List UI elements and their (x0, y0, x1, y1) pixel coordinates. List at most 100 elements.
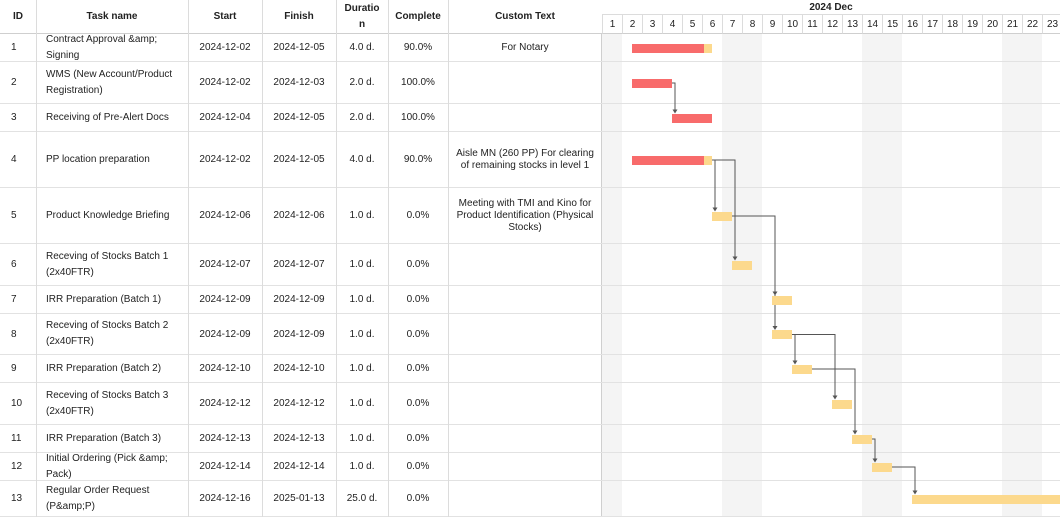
chart-row (602, 188, 1060, 244)
grid-header: ID Task name Start Finish Duratio n Comp… (0, 0, 602, 34)
task-custom-text (448, 453, 602, 480)
task-id: 3 (11, 112, 17, 123)
task-complete: 0.0% (406, 433, 430, 444)
weekend-shade (1022, 34, 1042, 517)
task-start: 2024-12-06 (199, 210, 251, 221)
dependency-arrow (792, 360, 798, 365)
task-bar-3[interactable] (672, 113, 712, 123)
task-custom-text (448, 104, 602, 131)
task-name: Initial Ordering (Pick &amp; Pack) (46, 453, 168, 480)
task-complete: 0.0% (406, 294, 430, 305)
dependency-arrow (732, 256, 738, 261)
table-row[interactable]: 5 Product Knowledge Briefing 2024-12-06 202… (0, 188, 602, 244)
task-start: 2024-12-09 (199, 328, 251, 340)
column-header-complete[interactable]: Complete (395, 11, 441, 22)
dependency-arrow (912, 490, 918, 495)
task-id: 6 (11, 259, 17, 270)
task-bar-6[interactable] (732, 260, 752, 270)
task-finish: 2024-12-05 (273, 154, 325, 165)
task-custom-text: Aisle MN (260 PP) For clearing of remain… (456, 147, 594, 171)
column-header-custom-text[interactable]: Custom Text (495, 11, 555, 22)
table-row[interactable]: 13 Regular Order Request (P&amp;P) 2024-12… (0, 481, 602, 517)
table-row[interactable]: 2 WMS (New Account/Product Registration) 2… (0, 62, 602, 104)
task-finish: 2024-12-14 (273, 461, 325, 472)
task-bar-2[interactable] (632, 78, 672, 88)
task-duration: 1.0 d. (349, 328, 375, 340)
task-bar-10[interactable] (832, 399, 852, 409)
timeline-day-11: 11 (802, 15, 822, 34)
column-header-task-name[interactable]: Task name (86, 11, 138, 22)
timeline-day-19: 19 (962, 15, 982, 34)
table-row[interactable]: 9 IRR Preparation (Batch 2) 2024-12-10 2024… (0, 355, 602, 383)
weekend-shade (722, 34, 742, 517)
dependency-arrow (672, 109, 678, 114)
timeline-day-21: 21 (1002, 15, 1022, 34)
task-bar-remaining (912, 494, 1060, 504)
task-bar-13[interactable] (912, 494, 1060, 504)
table-row[interactable]: 6 Receving of Stocks Batch 1 (2x40FTR) 202… (0, 244, 602, 286)
column-header-id[interactable]: ID (13, 11, 23, 22)
weekend-shade (602, 34, 622, 517)
task-id: 9 (11, 363, 17, 374)
dependency-link-8-9 (792, 334, 796, 364)
task-name: IRR Preparation (Batch 3) (46, 432, 162, 444)
timeline-day-5: 5 (682, 15, 702, 34)
dependency-arrow (832, 395, 838, 400)
timeline-day-4: 4 (662, 15, 682, 34)
dependency-link-4-6 (712, 159, 736, 260)
task-finish: 2025-01-13 (273, 493, 325, 504)
task-id: 8 (11, 328, 17, 340)
gantt-chart: 2024 Dec 1 2 3 4 5 6 7 8 9 10 11 12 13 14 15 16 17 18 19 20… (602, 0, 1060, 517)
task-bar-9[interactable] (792, 364, 812, 374)
task-complete: 0.0% (406, 493, 430, 504)
task-bar-4[interactable] (632, 155, 712, 165)
table-row[interactable]: 12 Initial Ordering (Pick &amp; Pack) 2024… (0, 453, 602, 481)
chart-row (602, 314, 1060, 355)
column-header-start[interactable]: Start (213, 11, 237, 22)
chart-row (602, 355, 1060, 383)
task-name: Receving of Stocks Batch 2 (2x40FTR) (46, 320, 169, 347)
column-header-duration-line1: Duratio (344, 3, 380, 14)
task-complete: 0.0% (406, 328, 430, 340)
table-row[interactable]: 8 Receving of Stocks Batch 2 (2x40FTR) 202… (0, 314, 602, 355)
dependency-link-9-11 (812, 368, 856, 434)
task-duration: 1.0 d. (349, 210, 375, 221)
timeline-day-13: 13 (842, 15, 862, 34)
task-start: 2024-12-16 (199, 493, 251, 504)
task-bar-8[interactable] (772, 330, 792, 339)
task-name: Receving of Stocks Batch 1 (2x40FTR) (46, 250, 169, 278)
task-bar-11[interactable] (852, 434, 872, 444)
table-row[interactable]: 7 IRR Preparation (Batch 1) 2024-12-09 2024… (0, 286, 602, 314)
chart-row (602, 286, 1060, 314)
task-complete: 0.0% (406, 461, 430, 472)
task-name: IRR Preparation (Batch 2) (46, 362, 162, 374)
task-bar-12[interactable] (872, 462, 892, 472)
table-row[interactable]: 4 PP location preparation 2024-12-02 2024-1… (0, 132, 602, 188)
timeline-day-9: 9 (762, 15, 782, 34)
task-duration: 4.0 d. (349, 42, 375, 53)
table-row[interactable]: 3 Receiving of Pre-Alert Docs 2024-12-04 20… (0, 104, 602, 132)
task-name: IRR Preparation (Batch 1) (46, 293, 162, 305)
task-id: 12 (11, 461, 23, 472)
task-name: Regular Order Request (P&amp;P) (46, 484, 150, 512)
column-header-finish[interactable]: Finish (284, 11, 314, 22)
table-row[interactable]: 11 IRR Preparation (Batch 3) 2024-12-13 202… (0, 425, 602, 453)
task-complete: 0.0% (406, 398, 430, 409)
task-bar-1[interactable] (632, 43, 712, 53)
task-bar-7[interactable] (772, 295, 792, 305)
table-row[interactable]: 1 Contract Approval &amp; Signing 2024-12-… (0, 34, 602, 62)
table-row[interactable]: 10 Receving of Stocks Batch 3 (2x40FTR) 20… (0, 383, 602, 425)
dependency-link-4-5 (712, 159, 716, 211)
task-name: PP location preparation (46, 153, 150, 165)
task-start: 2024-12-02 (199, 154, 251, 165)
task-id: 11 (11, 433, 22, 444)
chart-row (602, 383, 1060, 425)
task-bar-5[interactable] (712, 211, 732, 221)
task-custom-text (448, 355, 602, 382)
task-bar-remaining (772, 295, 792, 305)
column-divider (448, 0, 449, 517)
column-header-duration[interactable]: Duratio n (336, 0, 388, 34)
task-finish: 2024-12-10 (273, 363, 325, 374)
task-complete: 100.0% (401, 112, 435, 123)
task-duration: 25.0 d. (346, 493, 378, 504)
